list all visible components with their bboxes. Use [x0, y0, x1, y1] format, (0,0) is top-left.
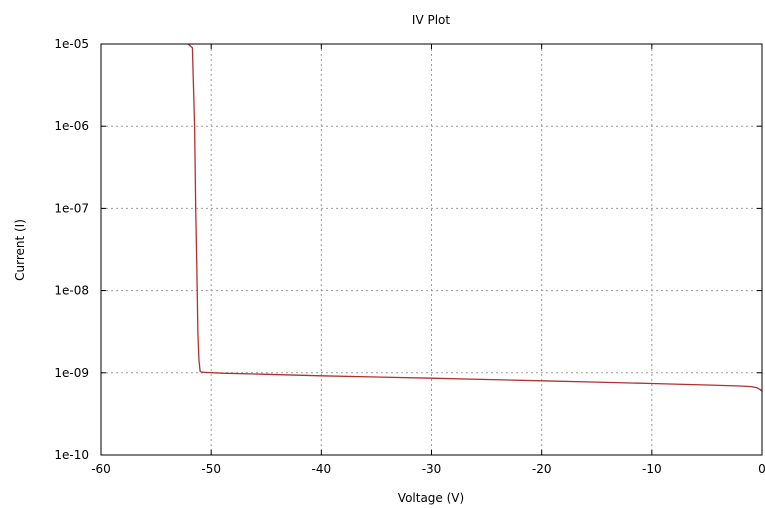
- y-tick-label: 1e-05: [54, 37, 89, 51]
- y-tick-label: 1e-06: [54, 119, 89, 133]
- series-layer: [187, 43, 763, 392]
- y-tick-label: 1e-08: [54, 284, 89, 298]
- y-tick-label: 1e-10: [54, 448, 89, 462]
- x-tick-label: -60: [91, 462, 111, 476]
- tick-marks: [100, 43, 763, 456]
- x-tick-labels: -60 -50 -40 -30 -20 -10 0: [91, 462, 765, 476]
- y-axis-label: Current (I): [13, 219, 27, 281]
- x-axis-label: Voltage (V): [398, 491, 464, 505]
- y-tick-label: 1e-07: [54, 201, 89, 215]
- x-tick-label: -40: [312, 462, 332, 476]
- y-tick-labels: 1e-05 1e-06 1e-07 1e-08 1e-09 1e-10: [54, 37, 89, 462]
- x-tick-label: 0: [758, 462, 765, 476]
- y-tick-label: 1e-09: [54, 366, 89, 380]
- x-tick-label: -50: [201, 462, 221, 476]
- series-line: [187, 43, 763, 392]
- chart-title: IV Plot: [412, 13, 450, 27]
- x-tick-label: -30: [422, 462, 442, 476]
- x-tick-label: -10: [642, 462, 662, 476]
- grid-lines: [101, 44, 762, 455]
- x-tick-label: -20: [532, 462, 552, 476]
